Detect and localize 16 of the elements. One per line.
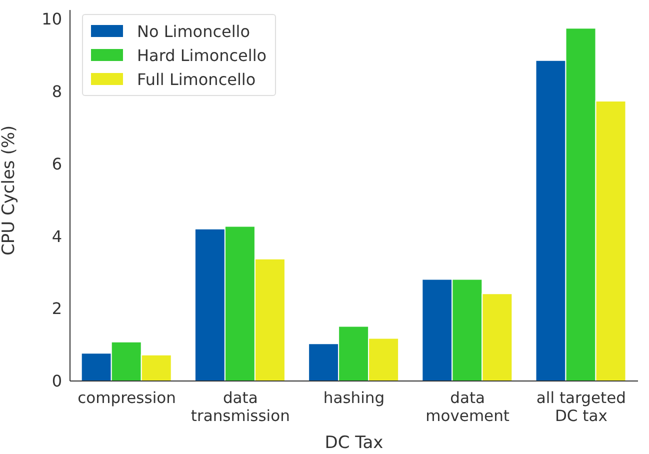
- y-tick-label: 6: [52, 154, 62, 174]
- legend-label: Hard Limoncello: [137, 46, 267, 64]
- x-tick-label: data transmission: [190, 389, 290, 425]
- x-tick-label: all targeted DC tax: [536, 389, 626, 425]
- y-tick-label: 8: [52, 82, 62, 101]
- y-tick-label: 4: [52, 226, 62, 246]
- y-axis-title: CPU Cycles (%): [0, 125, 20, 256]
- y-tick-label: 10: [42, 9, 62, 28]
- x-axis-title: DC Tax: [324, 433, 384, 453]
- legend-label: Full Limoncello: [137, 70, 256, 88]
- x-tick-label: compression: [78, 389, 176, 407]
- y-tick-label: 0: [52, 372, 62, 391]
- x-tick-label: data movement: [426, 389, 510, 425]
- y-tick-label: 2: [52, 299, 62, 318]
- legend-label: No Limoncello: [137, 22, 250, 40]
- x-tick-label: hashing: [323, 389, 385, 407]
